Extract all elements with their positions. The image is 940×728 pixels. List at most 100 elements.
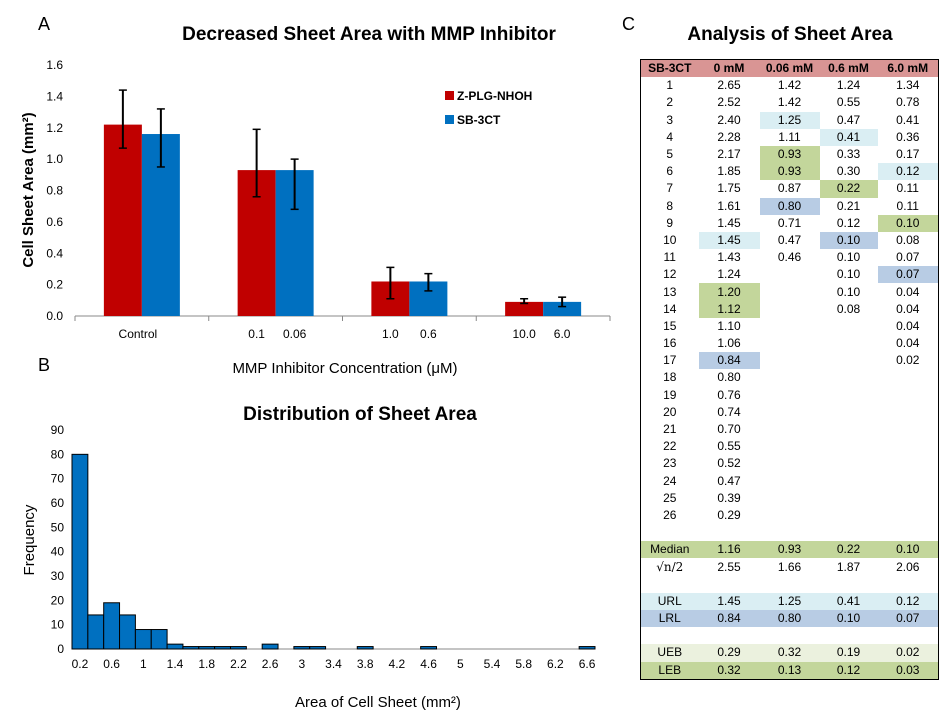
table-row: 13 1.20 0.10 0.04 [641, 283, 939, 301]
table-cell: 1.11 [778, 129, 801, 144]
spacer-row [641, 524, 939, 541]
table-cell: 0.11 [896, 198, 919, 213]
table-cell [760, 455, 820, 472]
table-cell: 1.87 [836, 559, 861, 574]
table-cell: 0.07 [896, 250, 920, 265]
histogram-bin [214, 646, 231, 650]
table-row: 10 1.45 0.47 0.10 0.08 [641, 231, 939, 250]
table-cell: 5 [666, 147, 674, 162]
histogram-bin [134, 629, 152, 650]
table-cell [878, 421, 939, 438]
y-tick-label: 1.4 [46, 89, 63, 103]
table-cell: 1.45 [698, 231, 760, 250]
table-cell [760, 301, 820, 318]
table-cell: 0.36 [896, 129, 920, 144]
table-cell: SB-3CT [640, 59, 699, 78]
table-cell: 0.02 [877, 644, 939, 662]
table-row: 12 1.24 0.10 0.07 [641, 266, 939, 284]
table-row: 8 1.61 0.80 0.21 0.11 [641, 197, 939, 215]
table-cell: 18 [663, 370, 677, 385]
table-cell: LEB [640, 661, 699, 680]
x-group-label: Control [119, 327, 158, 341]
table-cell: 1.42 [777, 78, 802, 93]
table-cell: 0.08 [836, 301, 861, 316]
y-tick-label: 60 [51, 496, 65, 510]
table-cell: 0.17 [896, 147, 920, 162]
table-cell: 10 [663, 232, 677, 247]
y-tick-label: 1.6 [46, 58, 63, 72]
table-cell: 0.04 [896, 318, 920, 333]
table-cell: 0.80 [759, 197, 820, 215]
table-cell [820, 438, 878, 455]
table-cell [760, 421, 820, 438]
y-axis-title: Frequency [21, 504, 38, 575]
table-cell: 0.12 [877, 592, 939, 610]
x-tick-label: 6.2 [547, 657, 564, 671]
x-group-label: 1.0 [382, 327, 399, 341]
table-cell: 7 [666, 181, 674, 196]
y-axis-title: Cell Sheet Area (mm²) [20, 112, 37, 267]
table-cell: 0.30 [836, 164, 861, 179]
table-cell: 0.47 [836, 112, 861, 127]
histogram-bin [87, 614, 105, 650]
table-cell [878, 404, 939, 421]
x-tick-label: 1 [140, 657, 147, 671]
x-tick-label: 2.6 [262, 657, 279, 671]
histogram-bin [198, 646, 216, 650]
table-cell: 22 [663, 439, 677, 454]
table-cell [760, 404, 820, 421]
table-cell: 0.80 [717, 370, 741, 385]
table-cell: 24 [663, 473, 677, 488]
table-cell: 0.07 [877, 266, 939, 284]
table-cell: 25 [663, 490, 677, 505]
table-row: 7 1.75 0.87 0.22 0.11 [641, 180, 939, 198]
table-row: 21 0.70 [641, 421, 939, 438]
y-tick-label: 50 [51, 520, 65, 534]
table-cell: 2.52 [717, 95, 741, 110]
table-row: 6 1.85 0.93 0.30 0.12 [641, 163, 939, 181]
y-tick-label: 0.4 [46, 246, 63, 260]
bar-chart-a: 0.0 0.2 0.4 0.6 0.8 1.0 1.2 1.4 1.6 Control 0.1 0.0… [20, 58, 611, 377]
y-tick-label: 10 [51, 618, 65, 632]
spacer-row [641, 627, 939, 644]
table-cell: 1.25 [759, 592, 820, 610]
table-cell: 0.84 [698, 610, 760, 628]
table-cell: 0.04 [896, 336, 920, 351]
table-cell: 1.10 [717, 318, 741, 333]
x-tick-label: 1.4 [167, 657, 184, 671]
table-cell: 0.80 [759, 610, 820, 628]
table-cell: 0.07 [877, 610, 939, 628]
table-cell: 0.22 [819, 541, 878, 559]
table-cell [820, 318, 878, 335]
table-cell: 12 [663, 267, 677, 282]
table-cell: URL [640, 592, 699, 610]
x-tick-label: 5 [457, 657, 464, 671]
table-cell: 0.12 [819, 661, 878, 680]
y-tick-label: 1.0 [46, 152, 63, 166]
table-cell: 6.0 mM [877, 59, 939, 78]
histogram-bin [71, 453, 89, 650]
table-cell: 0.33 [836, 147, 861, 162]
table-cell: 1.25 [759, 111, 820, 129]
table-row: 23 0.52 [641, 455, 939, 472]
histogram-b: 0 10 20 30 40 50 60 70 80 90 0.2 0.6 1 1.4 1.8 2.2 2.6 3 3… [21, 423, 596, 711]
table-cell [820, 352, 878, 369]
table-cell: 11 [663, 250, 676, 265]
histogram-bin [293, 646, 311, 650]
table-cell: 0.32 [759, 644, 820, 662]
x-tick-label: 5.8 [515, 657, 532, 671]
table-row: 26 0.29 [641, 507, 939, 524]
table-cell: 1.85 [717, 164, 741, 179]
y-tick-label: 70 [51, 472, 65, 486]
x-tick-label: 4.2 [389, 657, 406, 671]
table-row: 22 0.55 [641, 438, 939, 455]
table-cell: Median [640, 541, 699, 559]
table-cell: 0.46 [777, 250, 802, 265]
sheet-area-table: SB-3CT 0 mM 0.06 mM 0.6 mM 6.0 mM 1 2.65 1.42 1.… [640, 59, 939, 680]
table-cell [820, 455, 878, 472]
table-cell [878, 490, 939, 507]
table-cell: 2.65 [717, 78, 741, 93]
table-cell: 0.78 [896, 95, 920, 110]
legend-label: Z-PLG-NHOH [457, 89, 532, 103]
table-header: SB-3CT 0 mM 0.06 mM 0.6 mM 6.0 mM [640, 59, 939, 78]
